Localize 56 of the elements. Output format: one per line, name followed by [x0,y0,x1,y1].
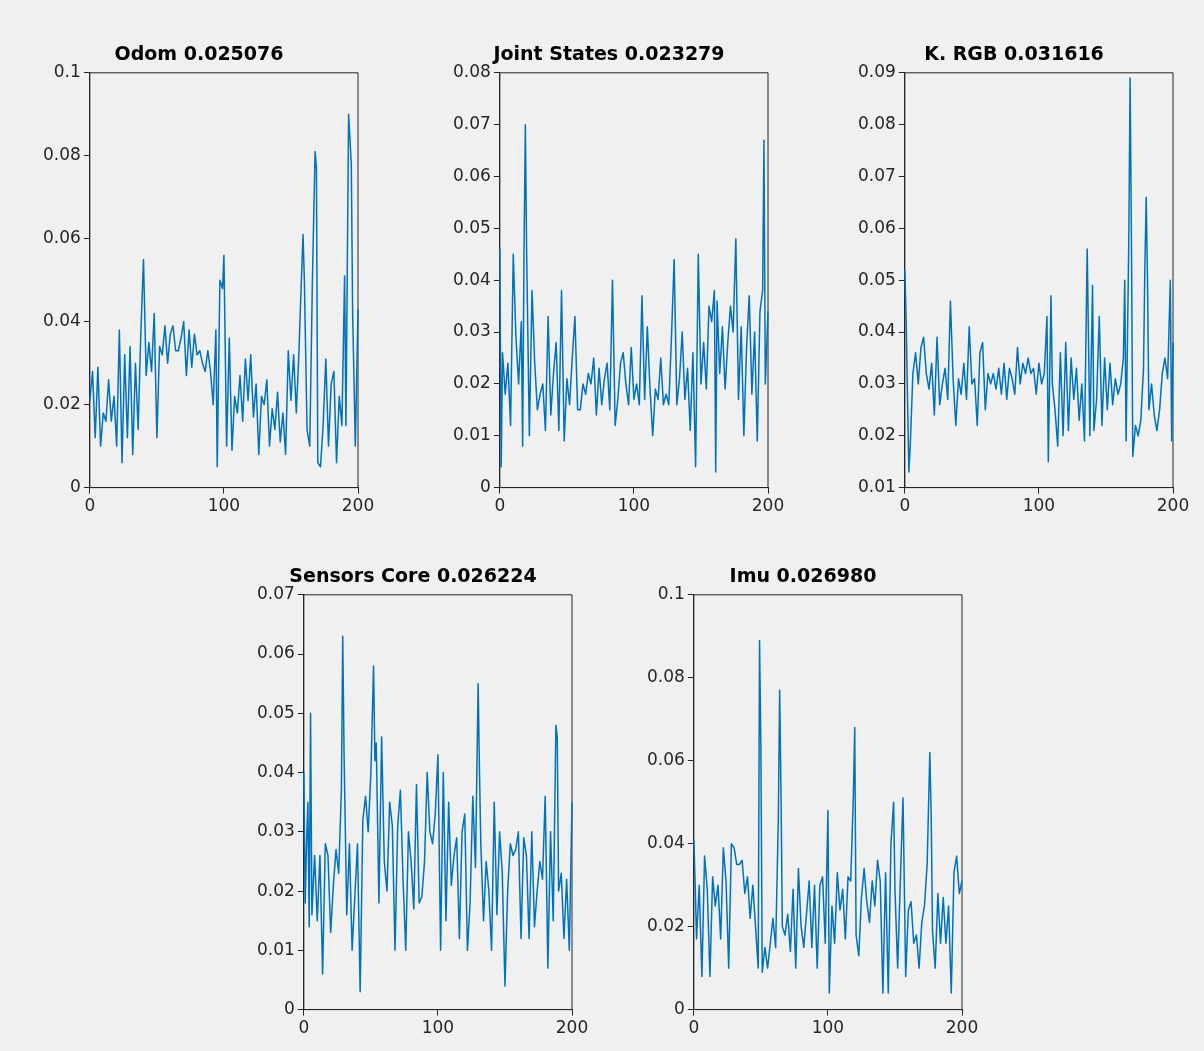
y-tick-label: 0 [284,998,295,1019]
x-tick-label: 200 [341,495,375,516]
y-tick-label: 0.02 [857,424,896,445]
y-tick-label: 0.02 [42,393,81,414]
x-tick-label: 200 [751,495,785,516]
chart-title: Imu 0.026980 [729,564,877,587]
y-tick-label: 0.05 [256,701,295,722]
y-tick-label: 0.01 [452,424,491,445]
y-tick-label: 0.06 [857,216,896,237]
y-tick-label: 0.03 [452,320,491,341]
y-tick-label: 0.04 [452,268,491,289]
x-tick-label: 100 [207,495,241,516]
x-tick-label: 200 [1156,495,1190,516]
y-tick-label: 0.01 [256,938,295,959]
x-tick-label: 200 [555,1017,589,1038]
x-tick-label: 0 [84,495,96,516]
y-tick-label: 0.08 [42,144,81,165]
y-tick-label: 0.06 [452,164,491,185]
chart-title: Joint States 0.023279 [491,42,725,65]
x-tick-label: 100 [1022,495,1056,516]
y-tick-label: 0.1 [53,61,81,82]
y-tick-label: 0.06 [256,642,295,663]
x-tick-label: 0 [688,1017,700,1038]
y-tick-label: 0.07 [452,113,491,134]
y-tick-label: 0.09 [857,61,896,82]
y-tick-label: 0.08 [452,61,491,82]
chart-title: K. RGB 0.031616 [924,42,1104,65]
y-tick-label: 0.05 [452,216,491,237]
y-tick-label: 0.03 [256,820,295,841]
y-tick-label: 0 [480,476,491,497]
x-tick-label: 100 [421,1017,455,1038]
y-tick-label: 0.02 [452,372,491,393]
x-tick-label: 0 [298,1017,310,1038]
chart-title: Odom 0.025076 [114,42,284,65]
y-tick-label: 0.04 [646,832,685,853]
y-tick-label: 0.02 [256,879,295,900]
y-tick-label: 0.03 [857,372,896,393]
y-tick-label: 0 [674,998,685,1019]
y-tick-label: 0.02 [646,915,685,936]
y-tick-label: 0.05 [857,268,896,289]
y-tick-label: 0.01 [857,476,896,497]
y-tick-label: 0.1 [657,583,685,604]
y-tick-label: 0.06 [646,749,685,770]
y-tick-label: 0 [70,476,81,497]
y-tick-label: 0.07 [857,164,896,185]
y-tick-label: 0.04 [256,760,295,781]
x-tick-label: 100 [617,495,651,516]
x-tick-label: 100 [811,1017,845,1038]
x-tick-label: 200 [945,1017,979,1038]
y-tick-label: 0.08 [646,666,685,687]
x-tick-label: 0 [899,495,911,516]
y-tick-label: 0.04 [42,310,81,331]
y-tick-label: 0.04 [857,320,896,341]
x-tick-label: 0 [494,495,506,516]
y-tick-label: 0.08 [857,113,896,134]
y-tick-label: 0.06 [42,227,81,248]
